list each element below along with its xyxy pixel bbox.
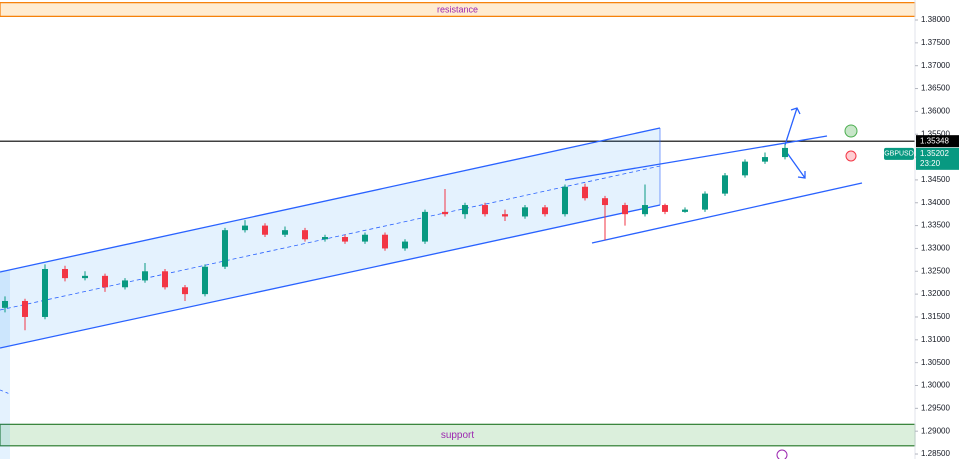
candle-body bbox=[322, 237, 328, 240]
candle-body bbox=[62, 268, 68, 279]
channel-mid bbox=[0, 165, 661, 311]
channel-upper bbox=[564, 135, 828, 181]
candle-body bbox=[402, 241, 408, 249]
level-label: 1.35348 bbox=[920, 136, 949, 145]
candle-body bbox=[442, 211, 448, 215]
candle-body bbox=[2, 300, 8, 308]
candle-body bbox=[82, 275, 88, 279]
target-marker bbox=[844, 124, 858, 138]
candle-body bbox=[502, 214, 508, 217]
y-tick-label: 1.28500 bbox=[921, 449, 950, 458]
symbol-label: GBPUSD bbox=[884, 151, 914, 158]
y-tick-label: 1.31000 bbox=[921, 335, 950, 344]
candle-body bbox=[302, 230, 308, 240]
zones: resistance support bbox=[0, 2, 916, 447]
candle-body bbox=[662, 205, 668, 212]
candle-body bbox=[542, 207, 548, 215]
y-tick-label: 1.29000 bbox=[921, 426, 950, 435]
candle-body bbox=[782, 147, 788, 158]
price-badge bbox=[916, 147, 959, 170]
event-icon[interactable] bbox=[776, 449, 788, 459]
support-label: support bbox=[441, 430, 475, 441]
y-tick-label: 1.38000 bbox=[921, 15, 950, 24]
y-tick-label: 1.34000 bbox=[921, 198, 950, 207]
candle-body bbox=[762, 157, 768, 162]
y-tick-label: 1.35500 bbox=[921, 129, 950, 138]
candle-body bbox=[622, 205, 628, 215]
candle-body bbox=[342, 237, 348, 242]
countdown-label: 23:20 bbox=[920, 159, 941, 168]
candle-body bbox=[522, 207, 528, 217]
symbol-badge bbox=[884, 147, 914, 160]
candle-body bbox=[222, 230, 228, 267]
y-tick-label: 1.33500 bbox=[921, 221, 950, 230]
candle-body bbox=[202, 266, 208, 295]
candle-body bbox=[422, 211, 428, 242]
y-tick-label: 1.32000 bbox=[921, 289, 950, 298]
stop-marker bbox=[845, 150, 857, 162]
candle-body bbox=[102, 275, 108, 288]
channel-shade bbox=[0, 270, 10, 459]
candle-body bbox=[162, 271, 168, 288]
candle-body bbox=[22, 300, 28, 317]
level-badge bbox=[916, 135, 959, 148]
y-tick-label: 1.37500 bbox=[921, 38, 950, 47]
channel-lower bbox=[0, 204, 661, 349]
candle-body bbox=[142, 271, 148, 281]
drawings bbox=[0, 0, 916, 459]
candle-body bbox=[482, 205, 488, 215]
y-tick-label: 1.34500 bbox=[921, 175, 950, 184]
channel-upper bbox=[0, 127, 661, 273]
y-tick-label: 1.30500 bbox=[921, 358, 950, 367]
candle-body bbox=[602, 198, 608, 206]
y-tick-label: 1.36000 bbox=[921, 106, 950, 115]
y-tick-label: 1.29500 bbox=[921, 403, 950, 412]
candle-body bbox=[262, 225, 268, 235]
price-label: 1.35202 bbox=[920, 149, 949, 158]
candle-body bbox=[582, 186, 588, 199]
y-tick-label: 1.31500 bbox=[921, 312, 950, 321]
candle-body bbox=[362, 234, 368, 242]
y-tick-label: 1.33000 bbox=[921, 244, 950, 253]
candle-body bbox=[722, 175, 728, 194]
candle-body bbox=[682, 209, 688, 212]
channel-mid bbox=[0, 389, 11, 395]
candle-body bbox=[242, 225, 248, 231]
y-tick-label: 1.32500 bbox=[921, 266, 950, 275]
candle-body bbox=[42, 268, 48, 317]
candle-body bbox=[382, 234, 388, 249]
candle-body bbox=[642, 205, 648, 215]
channel-lower bbox=[591, 182, 863, 244]
candle-body bbox=[122, 280, 128, 288]
y-tick-label: 1.36500 bbox=[921, 84, 950, 93]
candle-body bbox=[562, 186, 568, 215]
candle-body bbox=[182, 287, 188, 295]
candle-body bbox=[462, 205, 468, 215]
candle-body bbox=[282, 230, 288, 235]
candle-body bbox=[742, 161, 748, 176]
y-tick-label: 1.37000 bbox=[921, 61, 950, 70]
resistance-label: resistance bbox=[437, 4, 478, 14]
y-tick-label: 1.30000 bbox=[921, 381, 950, 390]
candle-body bbox=[702, 193, 708, 210]
arrow-up bbox=[784, 107, 801, 146]
arrow-down bbox=[784, 149, 806, 179]
